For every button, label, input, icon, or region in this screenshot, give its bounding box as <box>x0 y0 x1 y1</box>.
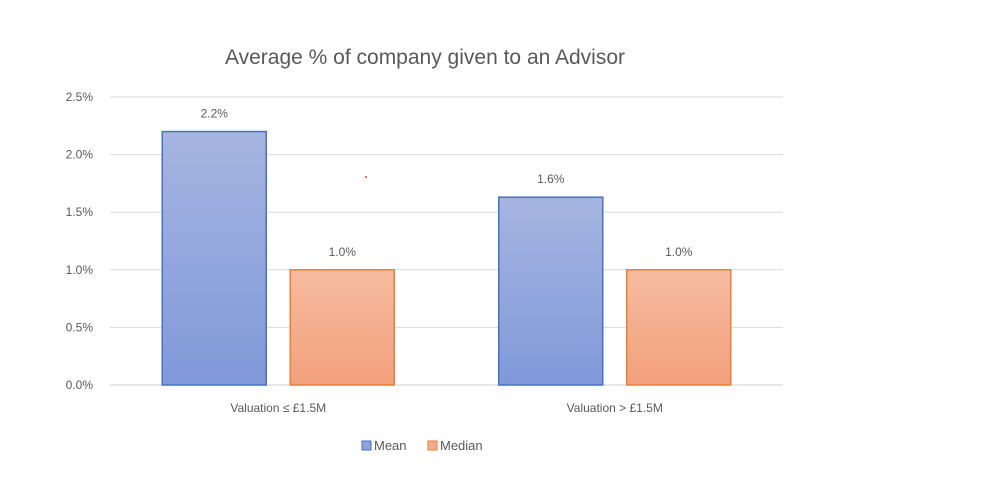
bars <box>161 130 732 386</box>
legend-label-median: Median <box>440 438 483 453</box>
legend-label-mean: Mean <box>374 438 407 453</box>
y-tick-label: 2.5% <box>66 90 94 104</box>
bar-mean <box>161 130 267 386</box>
chart-title: Average % of company given to an Advisor <box>225 46 625 69</box>
bar-median <box>626 269 732 386</box>
legend: Mean Median <box>361 438 483 453</box>
y-axis-ticks: 0.0% 0.5% 1.0% 1.5% 2.0% 2.5% <box>66 90 94 392</box>
bar-median <box>289 269 395 386</box>
data-label: 1.0% <box>329 245 357 259</box>
x-tick-label: Valuation > £1.5M <box>567 401 663 415</box>
legend-swatch-median <box>427 440 438 451</box>
legend-swatch-mean <box>361 440 372 451</box>
y-tick-label: 0.5% <box>66 320 94 334</box>
y-tick-label: 1.0% <box>66 263 94 277</box>
y-tick-label: 2.0% <box>66 148 94 162</box>
stray-dot <box>365 176 367 178</box>
data-label: 1.6% <box>537 172 565 186</box>
y-tick-label: 0.0% <box>66 378 94 392</box>
data-label: 2.2% <box>201 107 229 121</box>
data-labels: 2.2% 1.0% 1.6% 1.0% <box>201 107 693 259</box>
data-label: 1.0% <box>665 245 693 259</box>
x-tick-label: Valuation ≤ £1.5M <box>230 401 326 415</box>
y-tick-label: 1.5% <box>66 205 94 219</box>
bar-mean <box>498 196 604 386</box>
x-axis-ticks: Valuation ≤ £1.5M Valuation > £1.5M <box>230 401 662 415</box>
